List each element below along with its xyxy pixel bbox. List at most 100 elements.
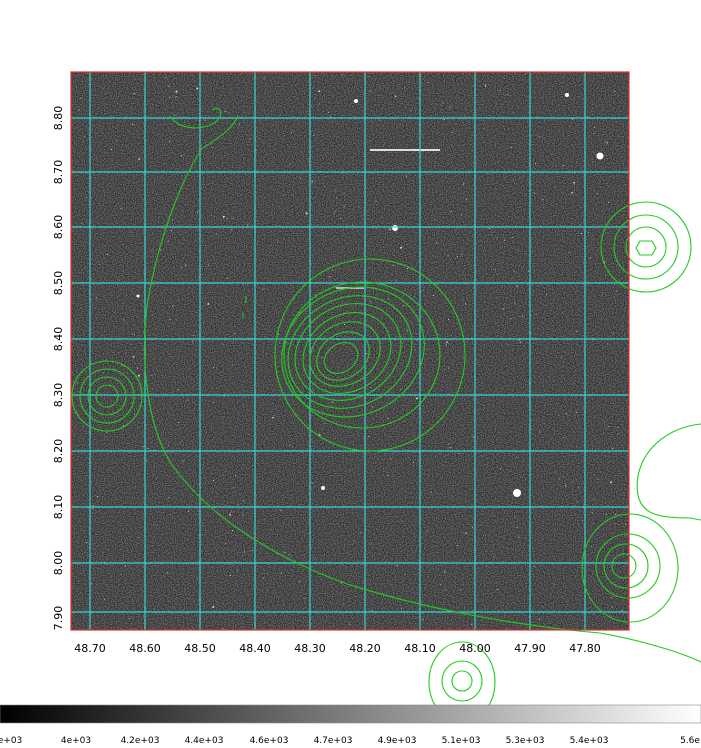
star — [349, 470, 351, 472]
star — [566, 413, 568, 415]
star — [132, 124, 133, 125]
star — [369, 140, 371, 142]
star — [105, 432, 107, 433]
star — [452, 131, 454, 133]
star — [575, 411, 577, 413]
star — [311, 180, 314, 183]
star — [73, 336, 75, 338]
y-tick-label: 8.70 — [52, 160, 65, 185]
star — [604, 421, 606, 423]
star — [390, 458, 392, 460]
y-tick-label: 8.30 — [52, 383, 65, 408]
star — [375, 200, 377, 202]
star — [360, 532, 361, 534]
bright-star — [565, 93, 569, 97]
contour-right-lower — [603, 543, 649, 589]
star — [605, 141, 607, 143]
colorbar-label: e+03 — [0, 736, 22, 746]
star — [99, 263, 101, 265]
star — [207, 303, 210, 305]
contour-left — [95, 384, 119, 408]
contour-fragment — [242, 296, 247, 318]
star — [92, 508, 94, 509]
star — [518, 536, 520, 538]
star — [300, 177, 302, 179]
star — [231, 228, 233, 230]
star — [111, 148, 113, 150]
colorbar: e+03 4e+03 4.2e+03 4.4e+03 4.6e+03 4.7e+03 4.9… — [0, 704, 701, 746]
star — [121, 364, 123, 366]
colorbar-label: 5.1e+03 — [442, 736, 481, 746]
star — [354, 540, 356, 542]
star — [427, 81, 429, 83]
star — [175, 96, 177, 98]
star — [597, 478, 599, 480]
star — [168, 85, 170, 87]
star — [83, 136, 85, 138]
star — [400, 246, 402, 249]
star — [416, 397, 418, 400]
y-tick-label: 8.80 — [52, 106, 65, 131]
star — [299, 581, 301, 583]
star — [416, 339, 418, 341]
star — [434, 219, 436, 221]
star — [444, 369, 446, 371]
star — [255, 149, 257, 151]
star — [370, 387, 372, 388]
star — [492, 556, 494, 558]
star — [196, 578, 198, 580]
star — [204, 119, 206, 121]
star — [497, 198, 499, 200]
star — [172, 219, 174, 221]
bright-star — [513, 489, 521, 497]
star — [479, 106, 481, 108]
star — [447, 255, 449, 256]
star — [124, 565, 126, 567]
star — [404, 87, 406, 89]
star — [188, 510, 190, 512]
star — [147, 448, 149, 449]
star — [503, 308, 505, 310]
x-axis-labels: 48.70 48.60 48.50 48.40 48.30 48.20 48.10 48.00… — [74, 642, 601, 655]
image-frame — [70, 71, 630, 631]
star — [443, 119, 445, 121]
star — [372, 406, 373, 408]
star — [490, 234, 492, 235]
y-tick-label: 8.10 — [52, 495, 65, 520]
star — [403, 305, 405, 307]
star — [444, 589, 446, 591]
star — [625, 523, 626, 525]
x-tick-label: 48.70 — [74, 642, 106, 655]
star — [231, 218, 233, 220]
star — [229, 575, 231, 576]
star — [314, 558, 316, 560]
contour-bottom — [451, 670, 473, 692]
star — [247, 224, 249, 226]
contour-right-upper — [613, 214, 679, 280]
star — [196, 87, 199, 90]
star — [618, 433, 620, 435]
star — [484, 508, 486, 510]
star — [324, 423, 326, 425]
star — [560, 356, 562, 358]
star — [231, 364, 233, 366]
star — [336, 197, 338, 199]
star — [495, 268, 496, 270]
star — [426, 530, 428, 532]
star — [582, 520, 583, 522]
star — [457, 544, 459, 546]
y-tick-label: 8.60 — [52, 215, 65, 240]
colorbar-label: 4e+03 — [61, 736, 91, 746]
star — [449, 301, 451, 303]
bright-star — [354, 99, 358, 103]
star — [229, 513, 231, 516]
contour-central — [281, 286, 425, 418]
star — [504, 176, 506, 178]
star — [151, 375, 153, 376]
star — [226, 218, 228, 220]
star — [167, 572, 169, 574]
star — [329, 276, 331, 278]
star — [444, 570, 446, 572]
star — [132, 355, 135, 358]
star — [621, 610, 623, 612]
